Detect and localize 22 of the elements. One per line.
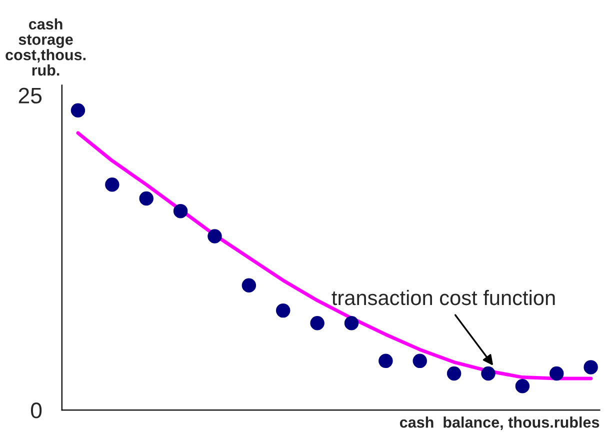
y-tick-label: 25 [18,88,42,104]
point [173,204,188,218]
y-tick-label: 0 [30,402,42,418]
x-axis-title: cash balance, thous.rubles [400,416,600,430]
point [412,354,427,368]
line-series [76,131,593,380]
point [105,178,120,192]
point [310,316,324,330]
point [515,378,530,394]
point [242,278,256,292]
point [446,366,462,381]
point [584,360,598,374]
point [378,354,393,368]
annotation: transaction cost function [332,290,555,306]
point [481,366,496,381]
y-axis-title: cash storage cost,thous. rub. [6,18,86,76]
point [139,191,154,206]
point [344,316,359,330]
point [208,229,222,244]
point [276,303,290,318]
point [550,366,564,381]
point [70,103,86,118]
